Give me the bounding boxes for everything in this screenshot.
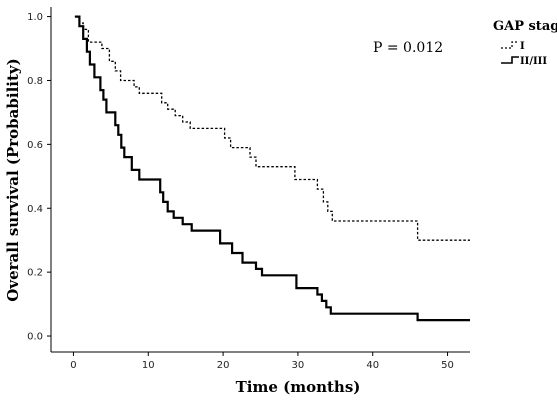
legend-item-ii-iii: II/III bbox=[501, 56, 547, 67]
x-tick-label: 50 bbox=[441, 360, 454, 371]
series-line-ii-iii bbox=[74, 15, 470, 322]
legend-swatch-i bbox=[501, 41, 519, 49]
x-tick-label: 0 bbox=[70, 360, 76, 371]
y-axis-title: Overall survival (Probability) bbox=[4, 58, 22, 301]
legend-label-ii-iii: II/III bbox=[520, 56, 547, 67]
series-line-i bbox=[74, 15, 470, 241]
legend-swatch-ii-iii bbox=[501, 56, 519, 64]
legend: GAP stage I II/III bbox=[493, 19, 557, 67]
y-tick-label: 0.2 bbox=[27, 268, 43, 279]
x-tick-label: 10 bbox=[142, 360, 155, 371]
x-axis-title: Time (months) bbox=[236, 378, 361, 396]
x-tick-label: 40 bbox=[366, 360, 379, 371]
y-tick-label: 0.6 bbox=[27, 140, 43, 151]
y-tick-label: 0.4 bbox=[27, 204, 43, 215]
p-value-annotation: P = 0.012 bbox=[373, 40, 443, 56]
y-tick-label: 0.8 bbox=[27, 76, 43, 87]
legend-label-i: I bbox=[520, 41, 525, 52]
x-tick-label: 20 bbox=[217, 360, 230, 371]
series-layer bbox=[74, 15, 470, 322]
axes bbox=[50, 7, 470, 353]
legend-item-i: I bbox=[501, 41, 525, 52]
legend-title: GAP stage bbox=[493, 19, 557, 34]
y-tick-label: 1.0 bbox=[27, 12, 43, 23]
y-tick-label: 0.0 bbox=[27, 332, 43, 343]
y-ticks: 0.0 0.2 0.4 0.6 0.8 1.0 bbox=[27, 12, 51, 343]
x-tick-label: 30 bbox=[292, 360, 305, 371]
x-ticks: 0 10 20 30 40 50 bbox=[70, 352, 454, 371]
